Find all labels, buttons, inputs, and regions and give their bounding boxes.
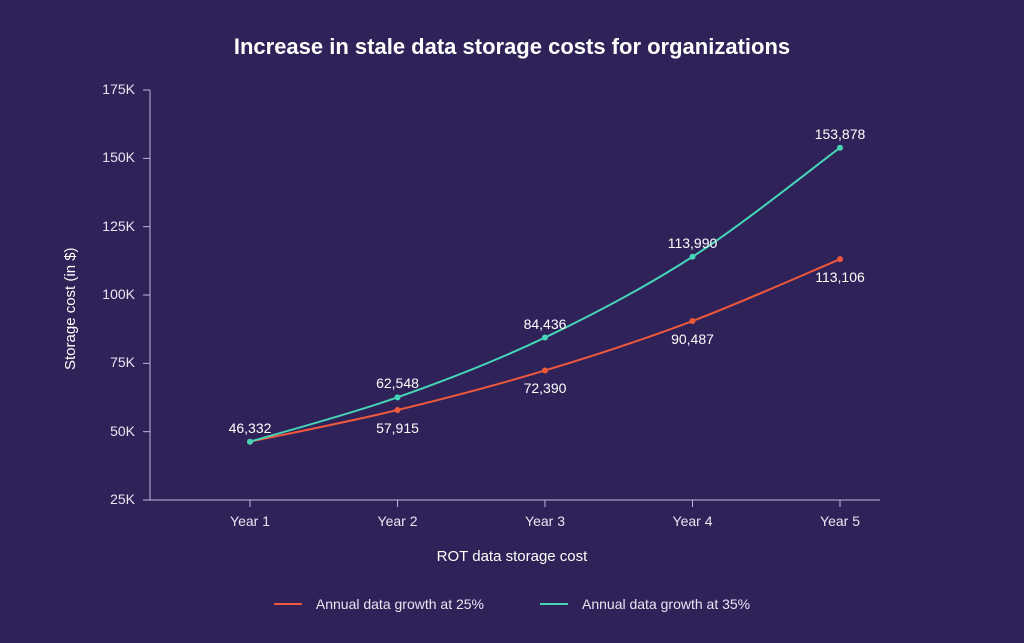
y-tick-label: 125K [102,218,135,234]
y-tick-label: 175K [102,81,135,97]
data-label-25: 90,487 [653,331,733,347]
legend-item-25: Annual data growth at 25% [274,596,484,612]
data-label-35: 46,332 [210,420,290,436]
y-tick-label: 100K [102,286,135,302]
data-label-35: 113,990 [653,235,733,251]
x-tick-label: Year 4 [663,513,723,529]
y-tick-label: 50K [110,423,135,439]
legend-label-35: Annual data growth at 35% [582,596,750,612]
y-tick-label: 25K [110,491,135,507]
data-label-25: 72,390 [505,380,585,396]
chart-container: Increase in stale data storage costs for… [0,0,1024,643]
x-tick-label: Year 5 [810,513,870,529]
legend: Annual data growth at 25% Annual data gr… [0,596,1024,612]
x-tick-label: Year 1 [220,513,280,529]
x-tick-label: Year 3 [515,513,575,529]
data-label-25: 113,106 [800,269,880,285]
legend-label-25: Annual data growth at 25% [316,596,484,612]
data-label-35: 84,436 [505,316,585,332]
data-label-35: 62,548 [358,375,438,391]
legend-swatch-25 [274,603,302,605]
y-tick-label: 75K [110,354,135,370]
legend-item-35: Annual data growth at 35% [540,596,750,612]
y-tick-label: 150K [102,149,135,165]
x-tick-label: Year 2 [368,513,428,529]
data-label-35: 153,878 [800,126,880,142]
data-label-25: 57,915 [358,420,438,436]
legend-swatch-35 [540,603,568,605]
